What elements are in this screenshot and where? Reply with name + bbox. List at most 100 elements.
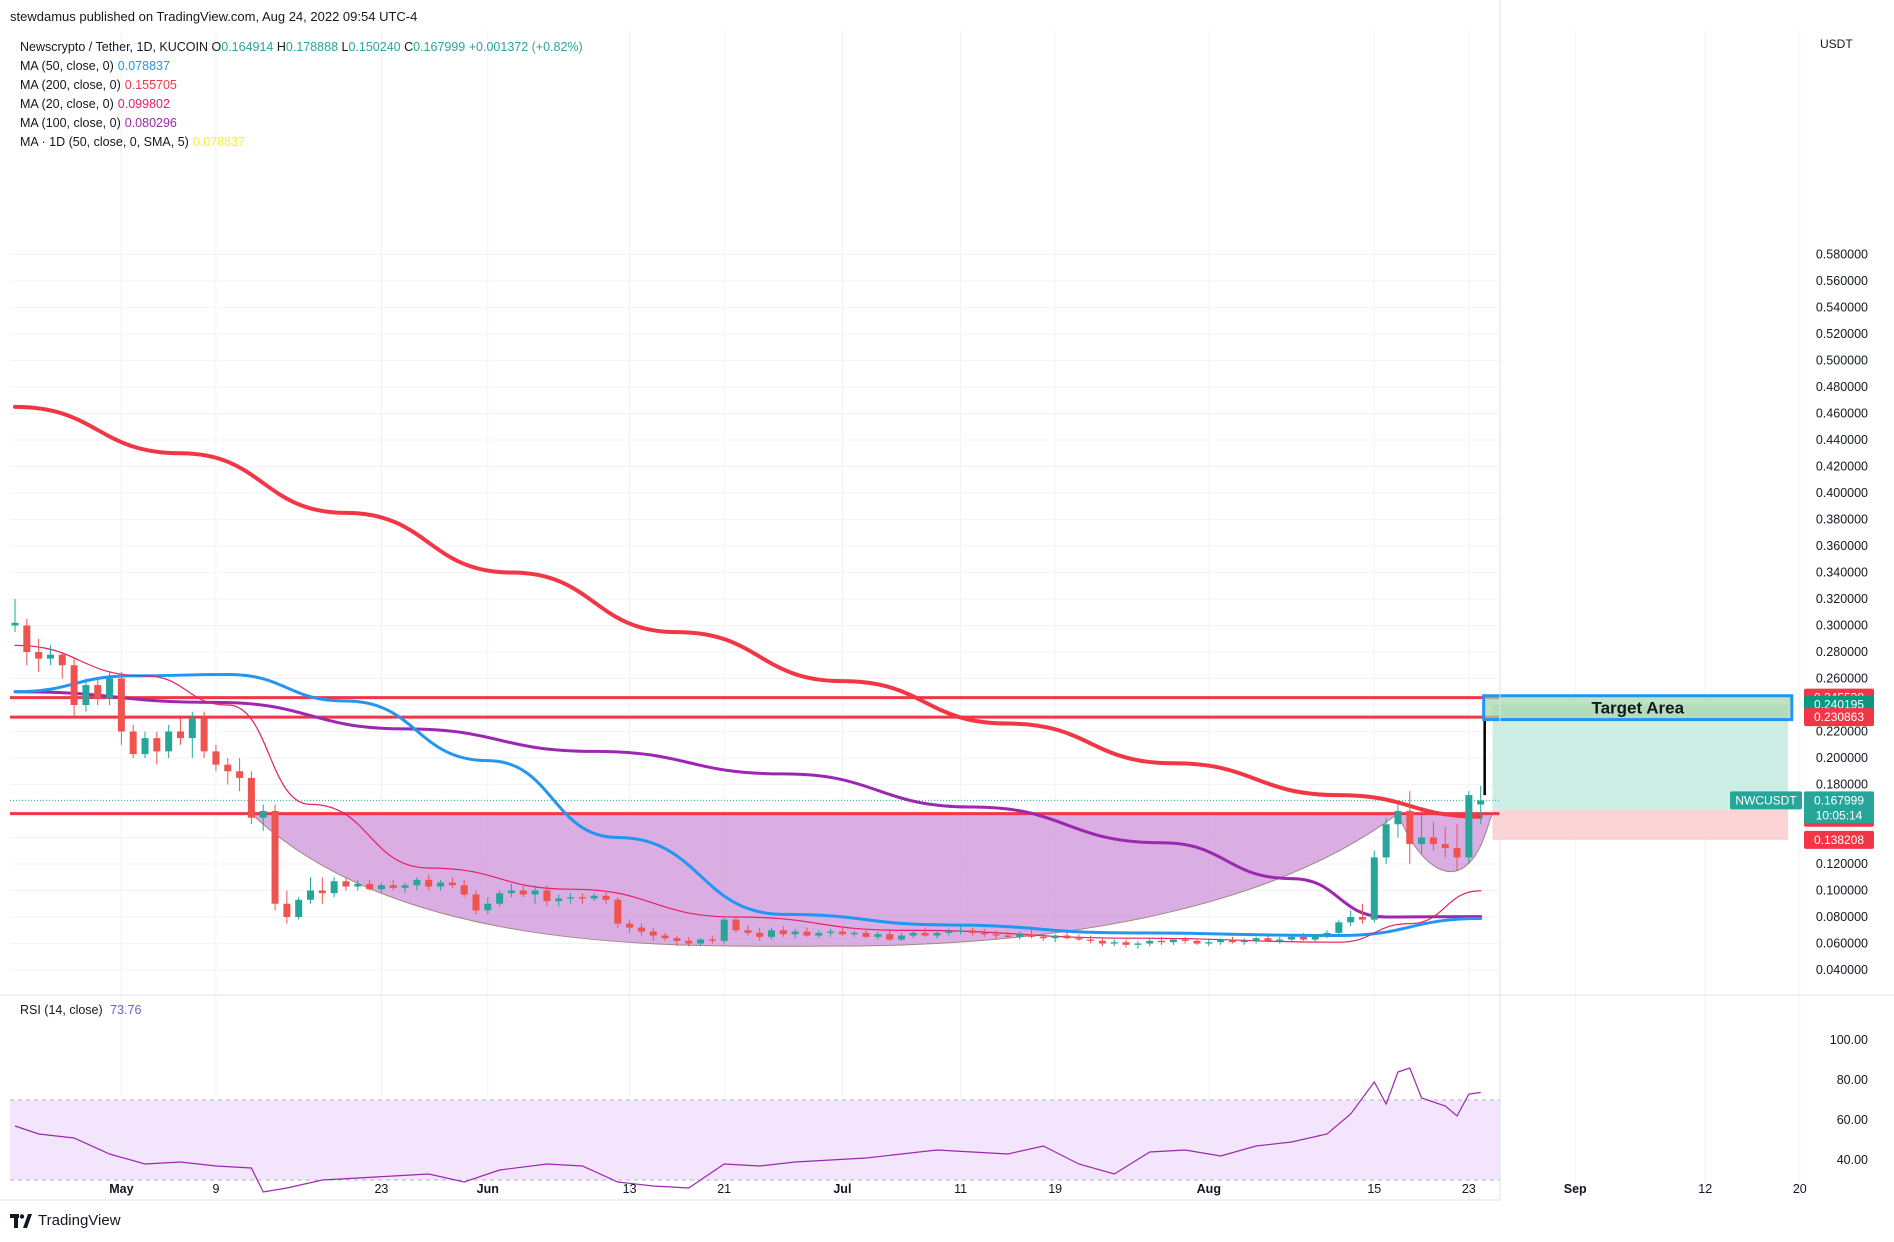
candle-body [354,883,362,887]
candle-body [1122,942,1130,945]
candle-body [803,931,811,936]
time-tick-label: 12 [1698,1182,1712,1196]
countdown-label: 10:05:14 [1816,808,1863,822]
ma-line [13,673,1483,938]
time-tick-label: Aug [1197,1182,1221,1196]
horizontal-lines [10,696,1500,816]
price-tick-label: 0.280000 [1816,645,1868,659]
candle-body [1087,939,1095,941]
target-area-box [1482,694,1794,722]
time-tick-label: 19 [1048,1182,1062,1196]
candle-body [496,893,504,904]
price-tick-label: 0.080000 [1816,910,1868,924]
time-tick-label: 11 [954,1182,967,1196]
candle-body [1051,935,1059,939]
tradingview-logo-icon [10,1213,32,1228]
candle-body [1453,848,1461,858]
price-tick-label: 0.460000 [1816,407,1868,421]
candle-body [555,898,563,902]
candle-body [685,940,693,944]
candle-body [236,771,244,778]
time-tick-label: 15 [1367,1182,1381,1196]
candle-body [1098,940,1106,944]
ma-legend-value: 0.078837 [192,135,245,149]
candle-body [815,932,823,936]
candle-body [1158,940,1166,943]
price-tick-label: 0.180000 [1816,778,1868,792]
ma-line [14,644,1482,943]
candle-body [283,903,291,917]
candle-body [1146,940,1154,944]
candle-body [791,931,799,935]
ohlc-value: 0.167999 [413,40,466,54]
candle-body [1193,940,1201,944]
candle-body [23,625,31,652]
candle-body [35,652,43,659]
rsi-band-fill [10,1100,1500,1180]
moving-averages [13,404,1483,943]
candle-body [886,934,894,940]
ma-line [13,690,1483,919]
candle-body [247,777,255,818]
candle-body [437,882,445,887]
candle-body [153,738,161,752]
candle-body [295,899,303,917]
candle-body [1181,939,1189,941]
candle-body [1134,943,1142,945]
candle-body [188,718,196,739]
price-tick-label: 0.380000 [1816,513,1868,527]
price-tick-label: 0.200000 [1816,751,1868,765]
price-tick-label: 0.300000 [1816,619,1868,633]
time-tick-label: Jun [477,1182,499,1196]
ohlc-value: 0.150240 [348,40,401,54]
price-tick-label: 0.120000 [1816,857,1868,871]
rsi-tick-label: 100.00 [1830,1033,1868,1047]
candle-body [307,890,314,900]
time-tick-label: Jul [833,1182,851,1196]
candle-body [460,885,468,895]
ma-line [13,404,1483,819]
candle-body [1382,824,1390,858]
candle-body [1016,934,1024,937]
candle-body [330,881,338,894]
candle-body [271,811,279,904]
time-tick-label: 23 [374,1182,388,1196]
ma-legend-value: 0.155705 [124,78,177,92]
candle-body [1217,939,1225,943]
price-tick-label: 0.340000 [1816,566,1868,580]
rsi-band [10,1099,1500,1181]
price-tick-label: 0.040000 [1816,963,1868,977]
ma-legend-row: MA (20, close, 0) 0.099802 [20,97,170,111]
candle-body [968,930,976,933]
candle-body [614,899,622,924]
price-tick-label: 0.580000 [1816,248,1868,262]
candle-body [661,935,669,939]
candle-body [1465,795,1473,858]
ma-legend-row: MA · 1D (50, close, 0, SMA, 5) 0.078837 [20,135,245,149]
ma-legend-value: 0.099802 [117,97,170,111]
candle-body [957,930,965,932]
time-tick-label: 21 [717,1182,731,1196]
candle-body [165,731,173,752]
rsi-tick-label: 60.00 [1837,1113,1868,1127]
candle-body [1252,938,1260,941]
candle-body [507,890,515,894]
time-tick-label: Sep [1564,1182,1587,1196]
candle-body [1110,942,1118,944]
ma-legend-label: MA (200, close, 0) [20,78,121,92]
candle-body [1477,800,1485,805]
candle-body [909,932,917,936]
candle-body [413,879,421,886]
rsi-line [14,1067,1481,1193]
candle-body [1240,940,1248,943]
candle-body [212,751,220,765]
candle-body [1347,917,1355,923]
candle-body [129,731,137,755]
price-tick-label: 0.360000 [1816,539,1868,553]
price-tag-bg [1804,708,1874,727]
candle-body [567,897,575,899]
target-area-label: Target Area [1591,699,1684,718]
axes: 0.040000 0.060000 0.080000 0.100000 0.120000… [0,0,1868,1201]
position-zones [1492,704,1788,840]
